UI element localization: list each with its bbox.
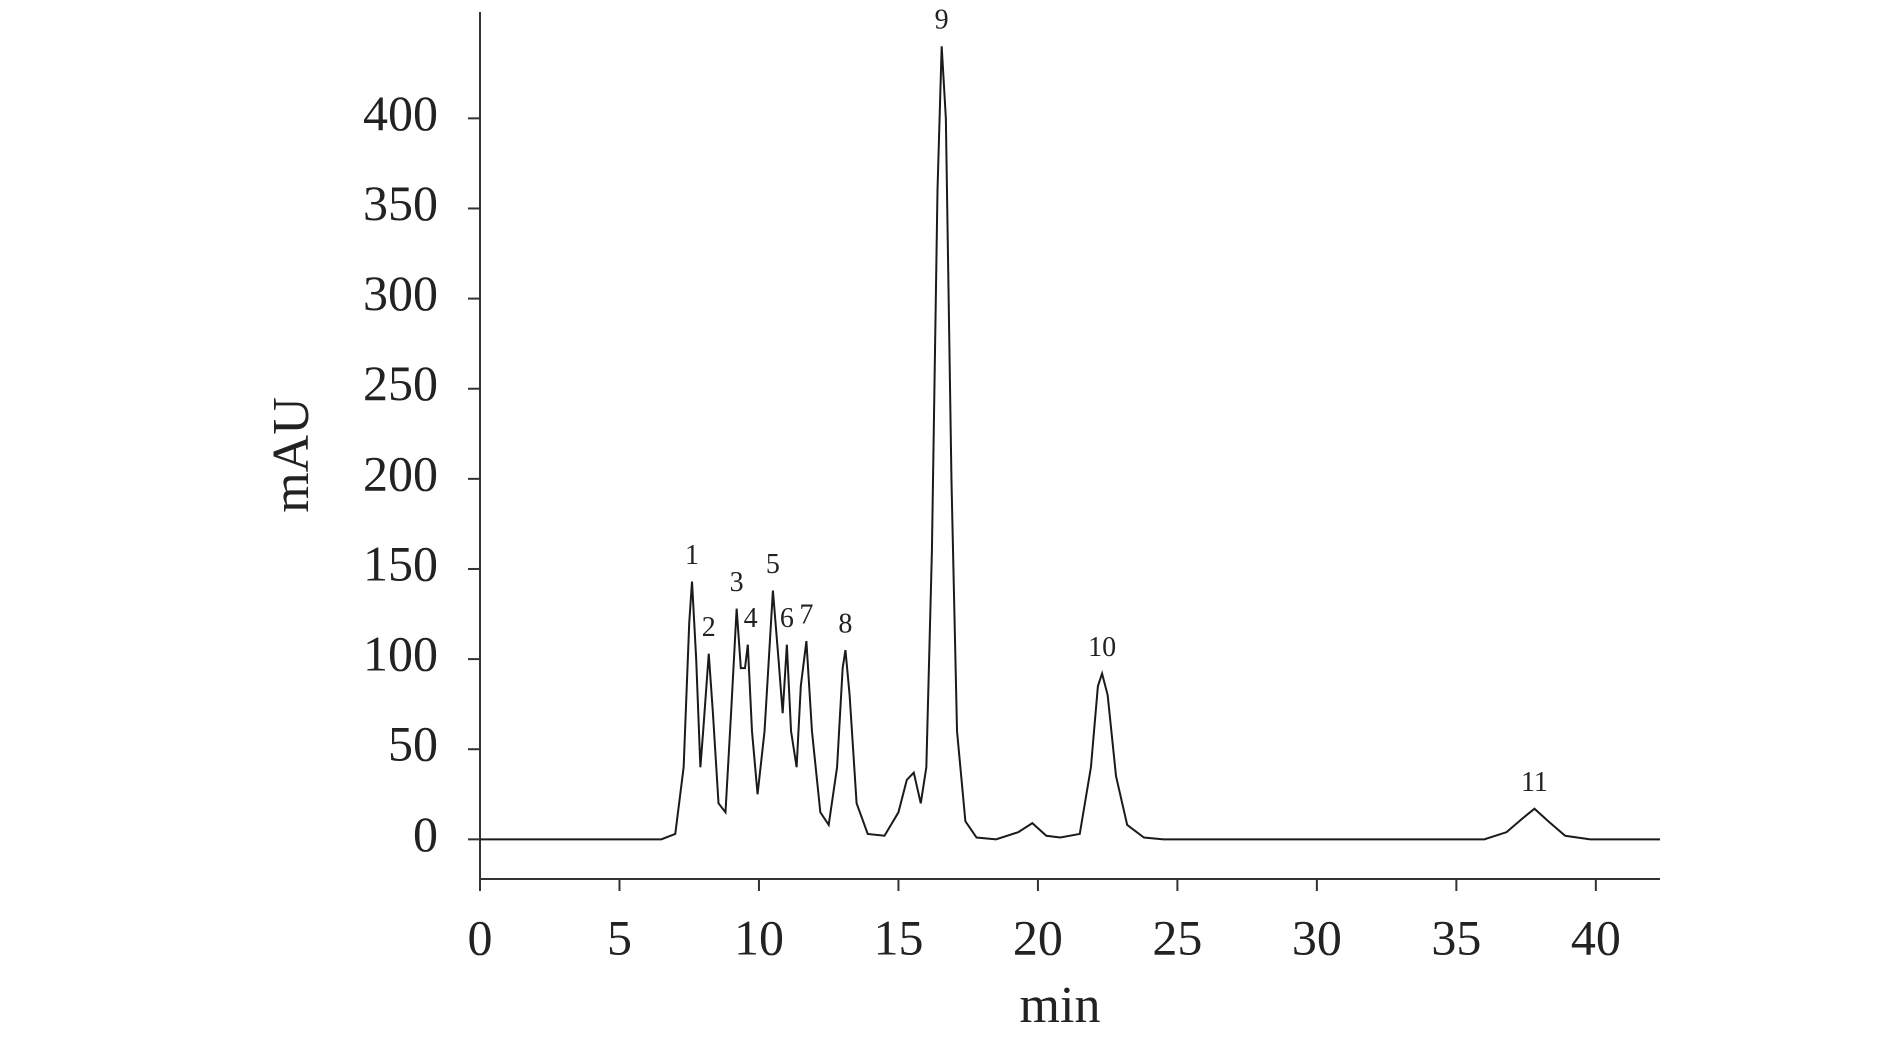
peak-label: 9 bbox=[935, 5, 949, 36]
trace bbox=[480, 46, 1660, 841]
peak-label: 8 bbox=[838, 609, 852, 640]
peak-label: 3 bbox=[730, 567, 744, 598]
y-tick-label: 300 bbox=[363, 265, 438, 321]
x-tick-label: 20 bbox=[1013, 909, 1063, 965]
peak-label: 2 bbox=[702, 612, 716, 643]
peak-label: 6 bbox=[780, 603, 794, 634]
y-tick-label: 150 bbox=[363, 535, 438, 591]
x-tick-label: 35 bbox=[1431, 909, 1481, 965]
y-tick-label: 100 bbox=[363, 626, 438, 682]
y-tick-label: 0 bbox=[413, 806, 438, 862]
peak-label: 4 bbox=[744, 603, 758, 634]
y-tick-label: 350 bbox=[363, 175, 438, 231]
x-tick-label: 0 bbox=[468, 909, 493, 965]
y-tick-label: 50 bbox=[388, 716, 438, 772]
x-tick-label: 30 bbox=[1292, 909, 1342, 965]
peak-label: 1 bbox=[685, 540, 699, 571]
x-tick-label: 10 bbox=[734, 909, 784, 965]
y-tick-label: 250 bbox=[363, 355, 438, 411]
peak-label: 11 bbox=[1521, 767, 1548, 798]
x-tick-label: 25 bbox=[1152, 909, 1202, 965]
y-tick-label: 200 bbox=[363, 445, 438, 501]
x-tick-label: 40 bbox=[1571, 909, 1621, 965]
x-axis-title: min bbox=[1020, 977, 1101, 1034]
y-tick-label: 400 bbox=[363, 85, 438, 141]
peak-label: 10 bbox=[1088, 632, 1116, 663]
y-axis-title: mAU bbox=[263, 397, 320, 513]
peak-label: 7 bbox=[799, 599, 813, 630]
x-tick-label: 15 bbox=[873, 909, 923, 965]
peak-label: 5 bbox=[766, 549, 780, 580]
x-tick-label: 5 bbox=[607, 909, 632, 965]
